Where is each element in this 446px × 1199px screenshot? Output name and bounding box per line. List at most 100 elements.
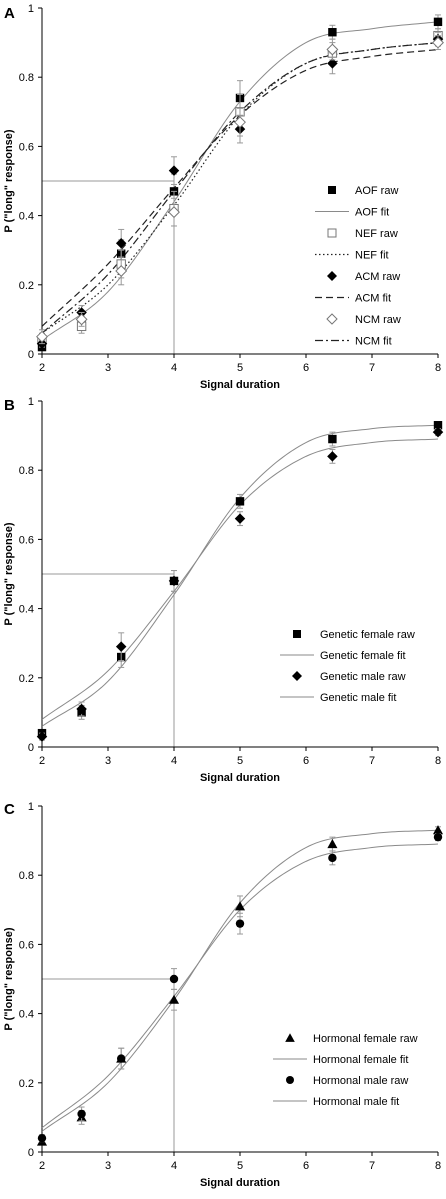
y-tick-label: 0.2 — [19, 1078, 34, 1090]
legend-label-acm-fit: ACM fit — [355, 293, 391, 305]
legend: Genetic female raw Genetic female fit Gene… — [280, 629, 415, 704]
y-tick-label: 0.4 — [19, 1009, 34, 1021]
legend-label-nef-raw: NEF raw — [355, 228, 398, 240]
legend-label-genetic-female-raw: Genetic female raw — [320, 629, 415, 641]
y-tick-label: 1 — [28, 801, 34, 813]
fit-line-ncm-fit — [41, 42, 439, 334]
data-point-ncm-raw — [115, 265, 128, 277]
panel-label: A — [4, 5, 15, 22]
x-tick-label: 2 — [39, 755, 45, 767]
legend-marker-genetic-male-raw — [292, 671, 302, 681]
data-point-acm-raw — [168, 165, 180, 176]
legend: Hormonal female raw Hormonal female fit Ho… — [273, 1033, 418, 1108]
data-point-genetic-male-raw — [168, 575, 180, 587]
legend-marker-genetic-female-raw — [293, 630, 301, 638]
data-point-genetic-male-raw — [36, 731, 48, 742]
data-point-genetic-male-raw — [76, 703, 87, 715]
y-tick-label: 1 — [28, 396, 34, 408]
data-point-aof-raw — [328, 28, 337, 37]
y-tick-label: 0.4 — [19, 604, 34, 616]
legend-label-aof-raw: AOF raw — [355, 185, 398, 197]
y-axis-title: P ("long" response) — [3, 927, 15, 1030]
data-point-ncm-raw — [36, 330, 48, 343]
data-point-hormonal-male-raw — [328, 853, 337, 863]
data-point-ncm-raw — [168, 206, 180, 219]
legend-marker-acm-raw — [327, 271, 337, 281]
chart-panel-b: B 2 3 4 5 6 7 8 0 0.2 0.4 0.6 0.8 1 Signal duration P (… — [3, 396, 444, 784]
data-point-hormonal-male-raw — [235, 919, 245, 928]
legend-label-genetic-male-fit: Genetic male fit — [320, 692, 396, 704]
y-tick-label: 0 — [28, 1147, 34, 1159]
legend-marker-aof-raw — [328, 186, 336, 194]
data-point-hormonal-male-raw — [433, 832, 443, 842]
y-tick-label: 1 — [28, 3, 34, 15]
legend-label-nef-fit: NEF fit — [355, 250, 389, 262]
y-tick-label: 0.8 — [19, 72, 34, 84]
data-point-genetic-female-raw — [235, 497, 245, 506]
data-point-hormonal-female-raw — [168, 994, 180, 1004]
y-tick-label: 0.6 — [19, 141, 34, 153]
data-point-acm-raw — [115, 238, 127, 249]
y-tick-label: 0.2 — [19, 280, 34, 292]
data-point-genetic-female-raw — [328, 434, 337, 444]
legend-marker-hormonal-female-raw — [285, 1033, 295, 1042]
x-tick-label: 5 — [237, 362, 243, 374]
x-tick-label: 7 — [369, 362, 375, 374]
x-tick-label: 4 — [171, 362, 177, 374]
legend-label-aof-fit: AOF fit — [355, 207, 389, 219]
panel-label: B — [4, 397, 15, 414]
data-point-ncm-raw — [432, 36, 444, 49]
x-tick-label: 5 — [237, 755, 243, 767]
x-tick-label: 6 — [303, 1160, 309, 1172]
x-tick-label: 8 — [435, 1160, 441, 1172]
legend-label-ncm-fit: NCM fit — [355, 336, 392, 348]
data-point-hormonal-female-raw — [327, 839, 338, 849]
legend-marker-ncm-raw — [326, 313, 338, 325]
x-tick-label: 8 — [435, 755, 441, 767]
x-tick-label: 8 — [435, 362, 441, 374]
data-point-hormonal-male-raw — [117, 1054, 126, 1063]
data-point-aof-raw — [433, 17, 443, 27]
y-tick-label: 0.2 — [19, 673, 34, 685]
y-axis-title: P ("long" response) — [3, 522, 15, 625]
data-point-hormonal-male-raw — [37, 1133, 47, 1143]
x-tick-label: 6 — [303, 362, 309, 374]
data-point-ncm-raw — [234, 116, 246, 129]
legend-label-genetic-female-fit: Genetic female fit — [320, 650, 406, 662]
x-axis-title: Signal duration — [200, 1177, 280, 1189]
x-tick-label: 2 — [39, 362, 45, 374]
x-tick-label: 3 — [105, 362, 111, 374]
data-point-hormonal-male-raw — [77, 1109, 86, 1119]
legend-label-hormonal-male-fit: Hormonal male fit — [313, 1096, 399, 1108]
data-point-ncm-raw — [326, 43, 339, 56]
x-tick-label: 3 — [105, 1160, 111, 1172]
x-tick-label: 5 — [237, 1160, 243, 1172]
x-axis-title: Signal duration — [200, 379, 280, 391]
data-point-acm-raw — [327, 58, 338, 69]
chart-panel-c: C 2 3 4 5 6 7 8 0 0.2 0.4 0.6 0.8 1 Signal duration P (… — [3, 801, 444, 1189]
legend-marker-hormonal-male-raw — [286, 1076, 294, 1084]
y-tick-label: 0.6 — [19, 939, 34, 951]
x-axis-title: Signal duration — [200, 772, 280, 784]
y-tick-label: 0.6 — [19, 534, 34, 546]
data-point-hormonal-female-raw — [432, 825, 444, 835]
legend-marker-nef-raw — [327, 228, 337, 238]
data-point-genetic-male-raw — [234, 513, 246, 524]
panel-label: C — [4, 801, 15, 818]
y-axis-title: P ("long" response) — [3, 129, 15, 232]
y-tick-label: 0 — [28, 349, 34, 361]
x-tick-label: 6 — [303, 755, 309, 767]
data-point-genetic-female-raw — [433, 421, 443, 430]
data-point-ncm-raw — [75, 313, 88, 326]
legend-label-ncm-raw: NCM raw — [355, 314, 401, 326]
x-tick-label: 2 — [39, 1160, 45, 1172]
chart-panel-a: A 2 3 4 5 6 7 8 0 0.2 0.4 0.6 0.8 1 Signal duration P (… — [3, 3, 444, 391]
x-tick-label: 4 — [171, 1160, 177, 1172]
y-tick-label: 0.8 — [19, 465, 34, 477]
data-point-genetic-male-raw — [115, 641, 127, 652]
legend-label-acm-raw: ACM raw — [355, 271, 400, 283]
data-point-hormonal-male-raw — [169, 974, 179, 984]
x-tick-label: 7 — [369, 1160, 375, 1172]
legend-label-hormonal-female-raw: Hormonal female raw — [313, 1033, 418, 1045]
